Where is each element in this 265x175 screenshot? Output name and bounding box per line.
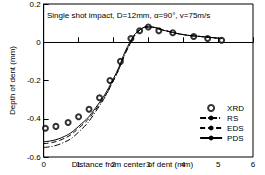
svg-text:EDS: EDS <box>227 124 243 133</box>
svg-text:5: 5 <box>216 160 221 169</box>
svg-text:-0.6: -0.6 <box>27 153 41 162</box>
svg-text:XRD: XRD <box>227 104 244 113</box>
svg-text:-0.4: -0.4 <box>27 114 41 123</box>
svg-text:RS: RS <box>227 114 238 123</box>
svg-text:0: 0 <box>41 160 46 169</box>
svg-text:Distance from center of dent (: Distance from center of dent (mm) <box>72 160 194 169</box>
svg-text:6: 6 <box>251 160 256 169</box>
svg-text:-0.2: -0.2 <box>27 76 41 85</box>
svg-text:Depth of dent (mm): Depth of dent (mm) <box>8 46 17 115</box>
svg-text:Single shot impact, D=12mm, α=: Single shot impact, D=12mm, α=90°, v=75m… <box>47 11 210 20</box>
svg-text:0.2: 0.2 <box>30 0 42 9</box>
svg-text:0: 0 <box>36 38 41 47</box>
svg-text:PDS: PDS <box>227 134 243 143</box>
